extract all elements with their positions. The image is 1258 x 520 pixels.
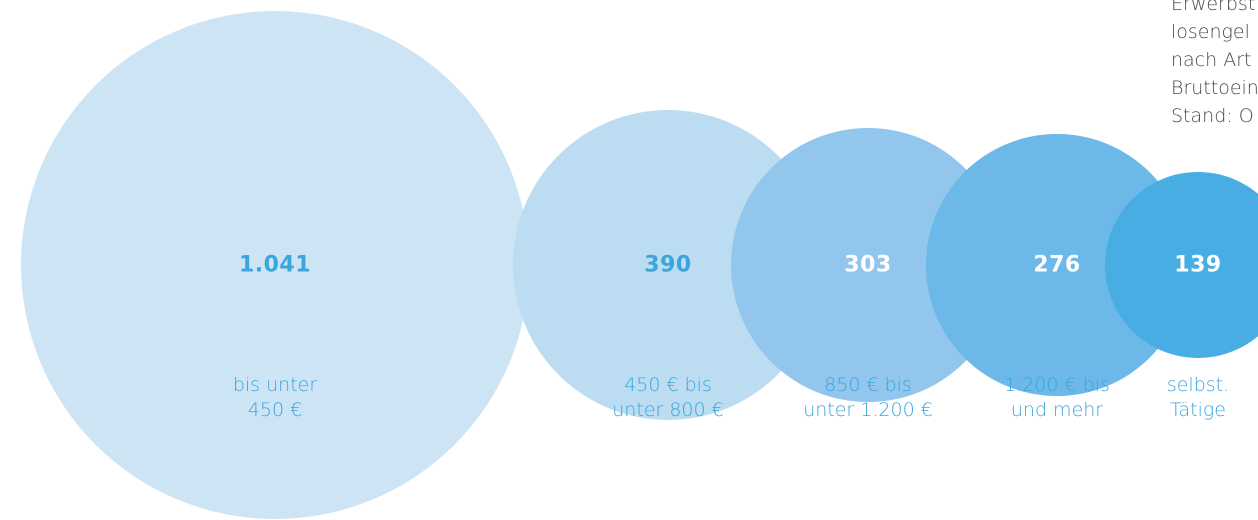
category-line: 1.200 € bis — [1004, 374, 1110, 396]
note-line: Erwerbst — [1171, 0, 1256, 15]
bubble-value-label: 1.041 — [238, 252, 312, 278]
bubble-category-label: 1.200 € bis und mehr — [1004, 373, 1110, 423]
bubble-value-label: 390 — [644, 252, 692, 278]
bubble-category-label: bis unter 450 € — [233, 373, 317, 423]
chart-note: Erwerbst losengel nach Art Bruttoein Sta… — [1171, 0, 1258, 130]
category-line: bis unter — [232, 374, 318, 396]
bubble-value-label: 139 — [1174, 252, 1222, 278]
note-line: Bruttoein — [1171, 77, 1258, 99]
category-line: unter 800 € — [612, 399, 724, 421]
bubble — [21, 11, 529, 519]
category-line: Tätige — [1170, 399, 1226, 421]
category-line: selbst. — [1166, 374, 1230, 396]
note-line: losengel — [1171, 21, 1250, 43]
category-line: 850 € bis — [824, 374, 912, 396]
category-line: unter 1.200 € — [803, 399, 933, 421]
category-line: 450 € bis — [624, 374, 712, 396]
note-line: nach Art — [1171, 49, 1252, 71]
bubble-category-label: selbst. Tätige — [1167, 373, 1229, 423]
bubble-value-label: 276 — [1033, 252, 1081, 278]
bubble-category-label: 850 € bis unter 1.200 € — [803, 373, 933, 423]
bubble — [1105, 172, 1258, 358]
bubble-value-label: 303 — [844, 252, 892, 278]
bubble-category-label: 450 € bis unter 800 € — [612, 373, 723, 423]
note-line: Stand: O — [1171, 105, 1254, 127]
category-line: 450 € — [247, 399, 303, 421]
category-line: und mehr — [1010, 399, 1104, 421]
